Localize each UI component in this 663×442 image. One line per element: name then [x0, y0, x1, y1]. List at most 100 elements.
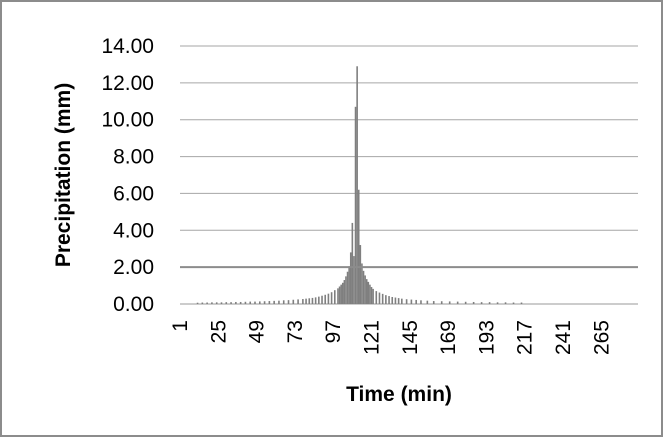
bar: [375, 291, 378, 304]
bar: [391, 296, 394, 304]
bar: [456, 301, 459, 304]
bar: [351, 222, 354, 304]
bars: [196, 66, 523, 305]
x-tick-label: 49: [246, 320, 269, 343]
bar: [348, 266, 350, 304]
bar: [258, 301, 261, 304]
bar: [381, 293, 384, 304]
bar: [415, 299, 417, 304]
y-tick-label: 12.00: [101, 72, 154, 95]
y-tick-label: 0.00: [113, 293, 154, 316]
bar: [211, 302, 213, 304]
bar: [365, 279, 368, 304]
bar: [287, 300, 290, 304]
x-tick-label: 217: [514, 320, 537, 355]
bar: [314, 297, 317, 304]
bar: [397, 298, 400, 304]
bar: [311, 297, 314, 304]
bar: [330, 292, 333, 304]
bar: [472, 301, 475, 304]
bar: [464, 301, 467, 304]
bar: [345, 276, 347, 304]
bar: [370, 287, 373, 304]
x-tick-label: 121: [360, 320, 383, 355]
bar: [308, 298, 311, 304]
bar: [302, 299, 304, 304]
bar: [353, 256, 355, 304]
bar: [318, 296, 320, 304]
bar: [206, 302, 208, 304]
bar: [378, 292, 381, 304]
bar: [357, 189, 360, 304]
y-tick-label: 2.00: [113, 256, 154, 279]
bar: [196, 302, 199, 304]
bar: [235, 301, 237, 304]
bar: [297, 299, 299, 304]
bar: [273, 300, 275, 304]
bar: [340, 284, 342, 304]
bar: [388, 296, 390, 304]
x-tick-label: 145: [399, 320, 422, 355]
bar: [305, 298, 307, 304]
bar: [410, 299, 413, 304]
y-tick-label: 14.00: [101, 35, 154, 58]
bar: [282, 300, 285, 304]
bar: [512, 302, 515, 304]
bar: [432, 301, 435, 304]
x-tick-label: 193: [475, 320, 498, 355]
x-tick-label: 241: [552, 320, 575, 355]
y-tick-label: 6.00: [113, 182, 154, 205]
bar: [225, 302, 228, 304]
bar: [333, 290, 336, 304]
bar: [349, 252, 352, 304]
bar: [420, 300, 422, 304]
bar: [292, 299, 295, 304]
bar: [338, 286, 341, 304]
bar: [327, 293, 330, 304]
bar: [496, 302, 499, 304]
bar: [346, 271, 349, 304]
bar: [520, 302, 523, 304]
bar: [356, 66, 358, 305]
bar: [488, 302, 491, 304]
bar: [480, 302, 483, 304]
bar: [220, 302, 223, 304]
bar: [448, 301, 451, 304]
bar: [364, 275, 366, 304]
bar: [367, 281, 370, 304]
y-tick-label: 4.00: [113, 219, 154, 242]
x-tick-label: 265: [590, 320, 613, 355]
y-tick-label: 8.00: [113, 146, 154, 169]
bar: [268, 301, 271, 304]
bar: [394, 297, 397, 304]
bar: [244, 301, 247, 304]
y-axis-ticks: 0.00 2.00 4.00 6.00 8.00 10.00 12.00 14.00: [101, 35, 154, 316]
x-axis-title: Time (min): [346, 383, 452, 406]
bar: [354, 106, 357, 304]
bar: [278, 300, 280, 304]
bar: [405, 299, 408, 304]
bar: [359, 245, 362, 304]
x-axis-ticks: 1 25 49 73 97 121 145 169 193 217 241 265: [169, 320, 613, 355]
bar: [343, 280, 346, 304]
bar: [324, 294, 327, 304]
x-tick-label: 1: [169, 320, 192, 332]
x-tick-label: 169: [437, 320, 460, 355]
bar: [249, 301, 252, 304]
bar: [369, 284, 371, 304]
bar: [341, 282, 344, 304]
bar: [230, 302, 232, 304]
x-tick-label: 97: [322, 320, 345, 343]
bar: [263, 301, 266, 304]
bar: [372, 288, 374, 304]
x-tick-label: 25: [207, 320, 230, 343]
bar: [401, 298, 403, 304]
bar: [215, 302, 218, 304]
bar: [337, 288, 339, 304]
x-tick-label: 73: [284, 320, 307, 343]
bar: [254, 301, 256, 304]
bar: [361, 263, 363, 304]
